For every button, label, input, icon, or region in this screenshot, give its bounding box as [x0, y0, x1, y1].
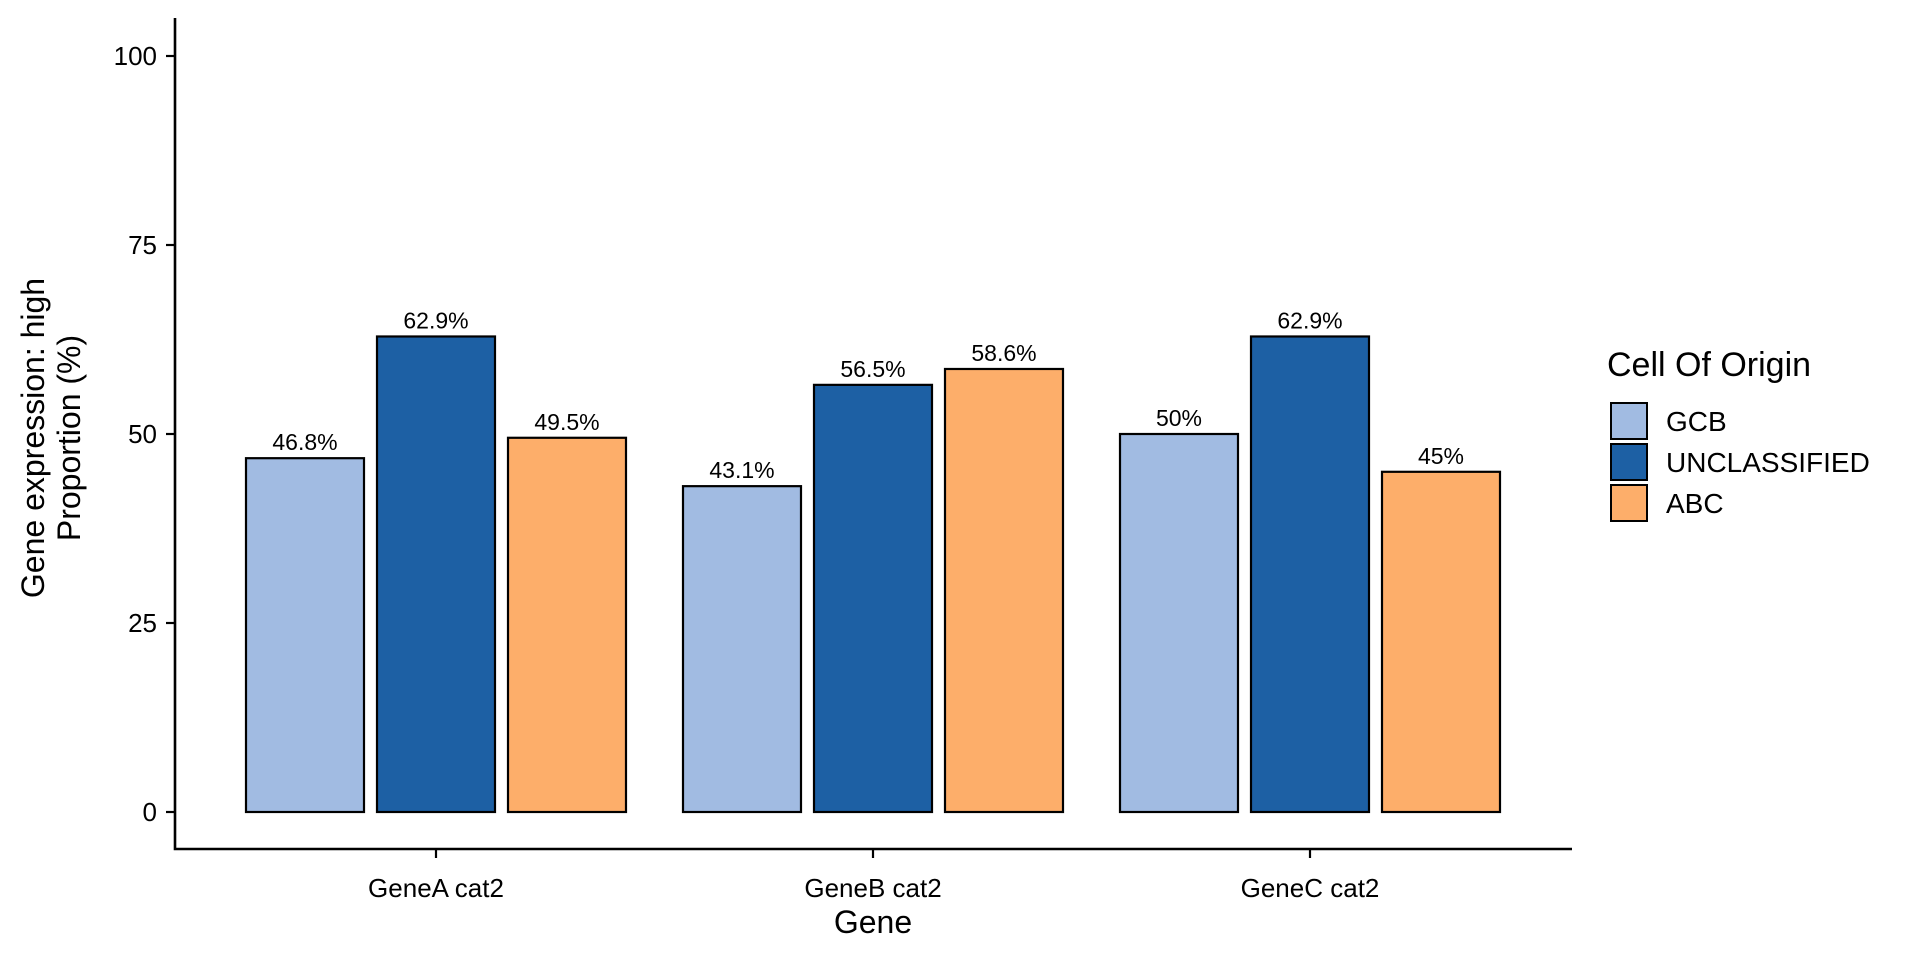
bar-abc-1	[506, 436, 628, 814]
bar-gcb-2	[681, 485, 803, 814]
legend-key-gcb	[1610, 402, 1648, 440]
bars-layer	[244, 335, 1502, 814]
legend-label: GCB	[1666, 406, 1727, 437]
bar-gcb-1	[244, 457, 366, 814]
y-tick-label: 100	[114, 41, 157, 71]
legend-key-unclassified	[1610, 443, 1648, 481]
data-label: 46.8%	[272, 429, 337, 455]
legend-label: ABC	[1666, 488, 1724, 519]
y-tick-label: 50	[128, 419, 157, 449]
legend: Cell Of Origin GCB UNCLASSIFIED ABC	[1607, 346, 1870, 522]
y-tick-label: 0	[143, 797, 157, 827]
data-labels-layer: 46.8% 43.1% 50% 62.9% 56.5% 62.9% 49.5% 58.6% 45…	[272, 307, 1464, 483]
x-tick-label: GeneA cat2	[368, 873, 504, 903]
y-axis: 0 25 50 75 100	[114, 41, 175, 827]
axis-lines	[173, 18, 1572, 851]
legend-label: UNCLASSIFIED	[1666, 447, 1870, 478]
data-label: 43.1%	[709, 457, 774, 483]
bar-abc-2	[943, 367, 1065, 814]
data-label: 58.6%	[971, 340, 1036, 366]
data-label: 45%	[1418, 443, 1464, 469]
data-label: 62.9%	[403, 307, 468, 333]
data-label: 50%	[1156, 405, 1202, 431]
y-axis-title-line: Proportion (%)	[51, 335, 87, 541]
y-tick-label: 25	[128, 608, 157, 638]
bar-gcb-3	[1118, 432, 1240, 814]
x-axis: GeneA cat2 GeneB cat2 GeneC cat2	[368, 849, 1379, 903]
bar-abc-3	[1380, 470, 1502, 814]
bar-unclassified-3	[1249, 335, 1371, 814]
legend-key-abc	[1610, 484, 1648, 522]
x-axis-title: Gene	[834, 904, 912, 940]
legend-title: Cell Of Origin	[1607, 346, 1811, 384]
x-tick-label: GeneB cat2	[804, 873, 941, 903]
data-label: 56.5%	[840, 356, 905, 382]
bar-unclassified-2	[812, 383, 934, 814]
data-label: 62.9%	[1277, 307, 1342, 333]
y-axis-title-line: Gene expression: high	[15, 278, 51, 598]
bar-unclassified-1	[375, 335, 497, 814]
y-tick-label: 75	[128, 230, 157, 260]
data-label: 49.5%	[534, 409, 599, 435]
y-axis-title: Gene expression: highProportion (%)	[15, 278, 87, 598]
x-tick-label: GeneC cat2	[1241, 873, 1380, 903]
